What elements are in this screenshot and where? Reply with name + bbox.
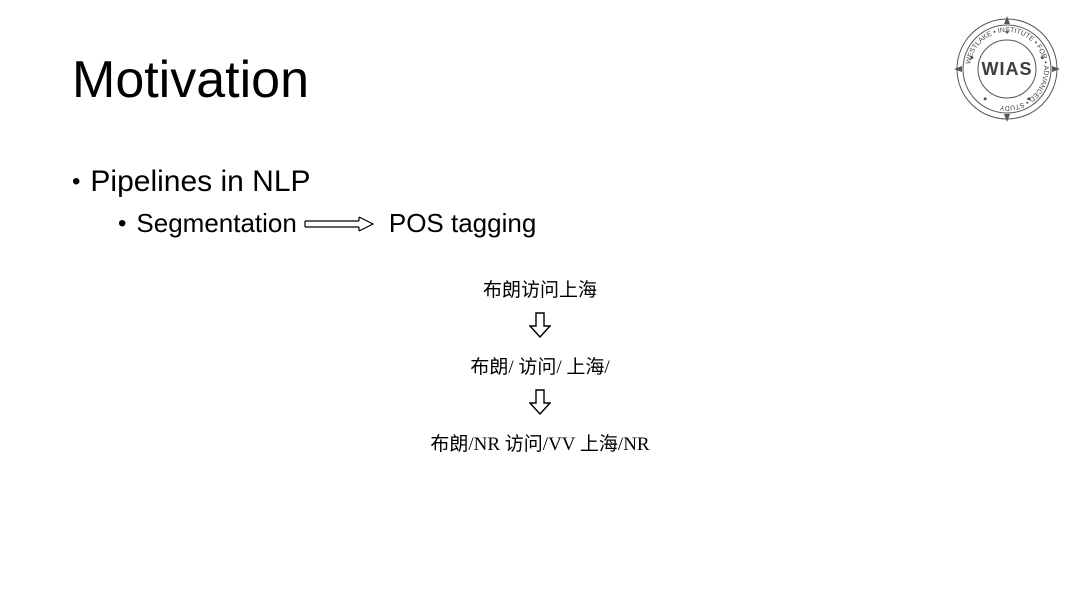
pipeline-row: Segmentation POS tagging (136, 208, 536, 239)
example-line-1: 布朗访问上海 (483, 275, 597, 302)
page-title: Motivation (72, 50, 309, 110)
bullet-pipelines: • Pipelines in NLP (72, 165, 311, 199)
example-line-3: 布朗/NR 访问/VV 上海/NR (430, 429, 649, 456)
example-flow: 布朗访问上海 布朗/ 访问/ 上海/ 布朗/NR 访问/VV 上海/NR (0, 275, 1080, 456)
pipeline-from-label: Segmentation (136, 208, 296, 239)
bullet-seg-pos: • Segmentation POS tagging (118, 208, 536, 239)
logo-center-text: WIAS (982, 59, 1033, 79)
bullet-l1-label: Pipelines in NLP (90, 165, 310, 199)
bullet-dot-icon: • (72, 170, 80, 194)
pipeline-to-label: POS tagging (389, 208, 536, 239)
arrow-down-icon (529, 389, 551, 415)
logo-svg: WESTLAKE • INSTITUTE • FOR • ADVANCED • … (952, 14, 1062, 124)
bullet-dot-icon: • (118, 212, 126, 236)
arrow-right-icon (303, 215, 375, 233)
slide: WESTLAKE • INSTITUTE • FOR • ADVANCED • … (0, 0, 1080, 607)
example-line-2: 布朗/ 访问/ 上海/ (470, 352, 609, 379)
wias-logo: WESTLAKE • INSTITUTE • FOR • ADVANCED • … (952, 14, 1062, 124)
arrow-down-icon (529, 312, 551, 338)
